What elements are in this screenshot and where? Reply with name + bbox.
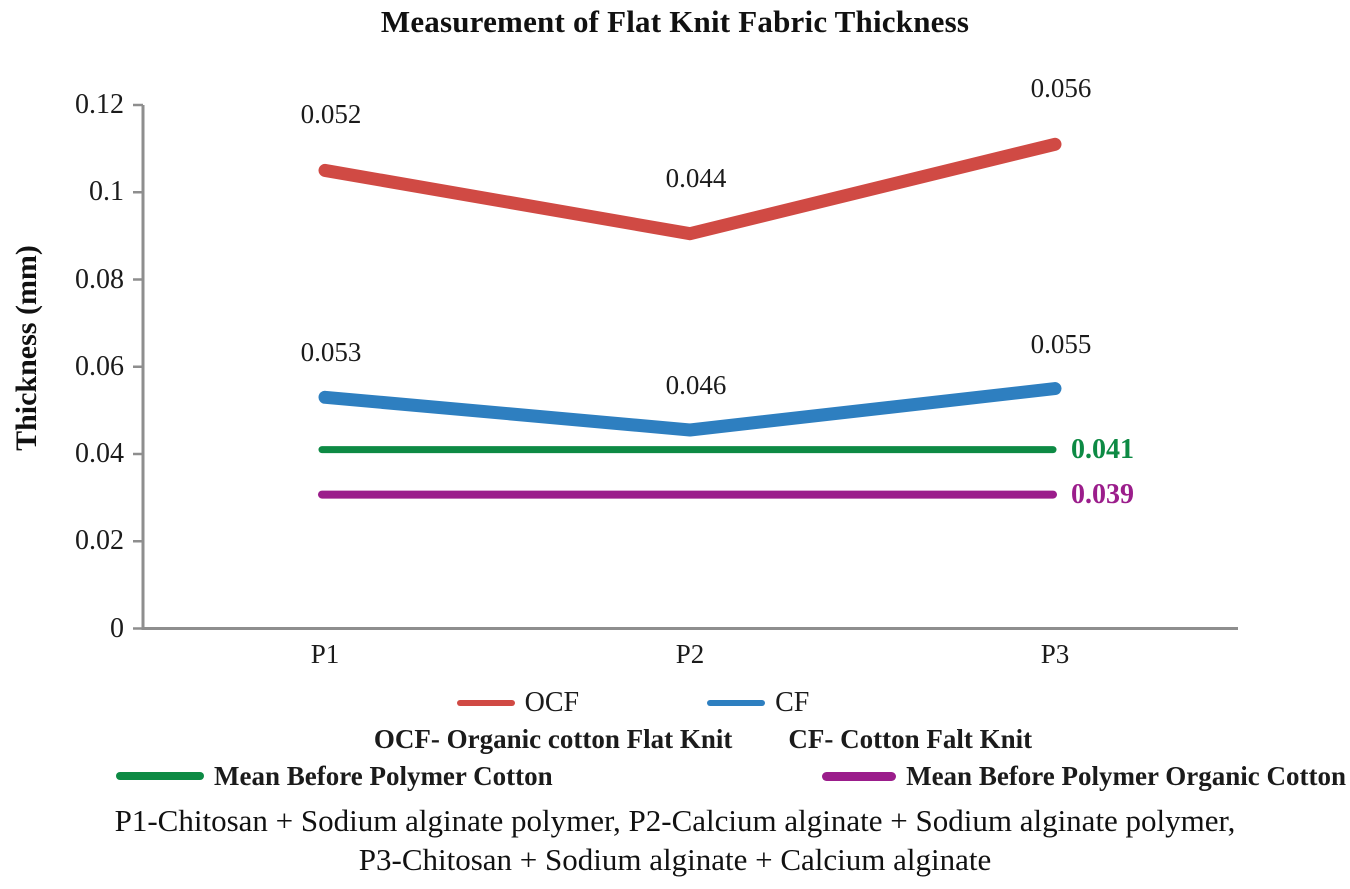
mean-organic-value-label: 0.039: [1071, 478, 1134, 510]
figure-caption: P1-Chitosan + Sodium alginate polymer, P…: [0, 801, 1350, 879]
series-line-cf: [318, 382, 1062, 437]
x-category-label: P2: [675, 639, 705, 669]
mean-organic-line-swatch: [822, 771, 897, 781]
caption-line-1: P1-Chitosan + Sodium alginate polymer, P…: [114, 803, 1236, 838]
series-line-ocf: [318, 137, 1062, 241]
legend-item-cf: CF: [707, 688, 809, 718]
mean-lines-legend: Mean Before Polymer Cotton Mean Before P…: [0, 760, 1350, 792]
y-tick-label: 0.12: [75, 89, 124, 120]
cf-line-swatch: [707, 700, 766, 706]
y-tick-label: 0.1: [89, 176, 124, 208]
y-tick-label: 0.02: [75, 525, 124, 557]
mean-cotton-line-swatch: [116, 772, 204, 780]
chart-title: Measurement of Flat Knit Fabric Thicknes…: [380, 4, 970, 39]
caption-line-2: P3-Chitosan + Sodium alginate + Calcium …: [358, 842, 992, 877]
mean-cotton-value-label: 0.041: [1071, 433, 1134, 465]
abbreviation-ocf: OCF- Organic cotton Flat Knit: [373, 724, 733, 754]
legend-label-ocf: OCF: [524, 687, 580, 718]
legend-label-mean-organic: Mean Before Polymer Organic Cotton: [906, 761, 1346, 791]
x-category-label: P1: [310, 639, 340, 669]
legend-item-mean-cotton: Mean Before Polymer Cotton: [116, 760, 553, 792]
legend-label-mean-cotton: Mean Before Polymer Cotton: [214, 761, 553, 791]
legend-item-ocf: OCF: [456, 687, 580, 718]
legend-item-mean-organic: Mean Before Polymer Organic Cotton: [822, 760, 1346, 792]
point-label-cf: 0.053: [300, 337, 362, 368]
x-category-label: P3: [1040, 639, 1070, 669]
legend-label-cf: CF: [775, 687, 810, 718]
series-legend: OCF CF: [0, 688, 1308, 718]
y-tick-label: 0: [110, 612, 124, 644]
abbreviation-cf: CF- Cotton Falt Knit: [788, 724, 1033, 754]
y-tick-label: 0.04: [75, 438, 124, 469]
point-label-cf: 0.046: [665, 370, 727, 400]
y-tick-label: 0.06: [75, 350, 124, 382]
abbreviation-legend: OCF- Organic cotton Flat Knit CF- Cotton…: [28, 723, 1350, 755]
point-label-ocf: 0.044: [665, 162, 727, 193]
point-label-ocf: 0.052: [300, 99, 362, 130]
ocf-line-swatch: [456, 700, 515, 706]
point-label-ocf: 0.056: [1030, 73, 1092, 104]
point-label-cf: 0.055: [1030, 328, 1092, 359]
y-tick-label: 0.08: [75, 263, 124, 295]
